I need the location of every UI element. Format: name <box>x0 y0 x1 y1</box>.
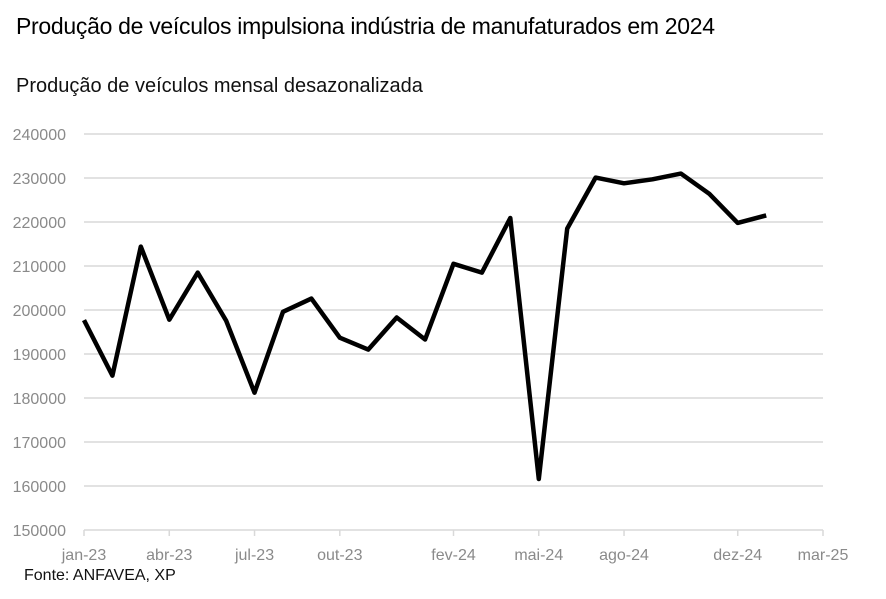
gridlines <box>84 133 823 531</box>
data-point <box>565 226 570 231</box>
series-line <box>81 171 767 482</box>
data-point <box>650 177 655 182</box>
data-point <box>593 175 598 180</box>
data-point <box>110 373 115 378</box>
data-point <box>508 216 513 221</box>
x-tick-label: dez-24 <box>713 547 762 564</box>
data-point <box>678 171 683 176</box>
x-tick-label: mar-25 <box>798 547 849 564</box>
data-point <box>138 244 143 249</box>
data-point <box>167 317 172 322</box>
series-layer <box>81 171 769 482</box>
chart-subtitle: Produção de veículos mensal desazonaliza… <box>16 75 423 97</box>
x-tick-label: mai-24 <box>514 547 563 564</box>
data-point <box>423 337 428 342</box>
y-tick-label: 170000 <box>13 435 66 452</box>
data-point <box>309 296 314 301</box>
data-point <box>707 191 712 196</box>
source-note: Fonte: ANFAVEA, XP <box>24 567 176 584</box>
data-point <box>764 213 769 218</box>
data-point <box>451 261 456 266</box>
data-point <box>82 318 87 323</box>
y-tick-label: 220000 <box>13 215 66 232</box>
data-point <box>394 315 399 320</box>
chart-title: Produção de veículos impulsiona indústri… <box>16 13 715 39</box>
y-tick-label: 180000 <box>13 391 66 408</box>
x-tick-label: out-23 <box>317 547 362 564</box>
data-point <box>195 270 200 275</box>
y-tick-label: 200000 <box>13 303 66 320</box>
data-point <box>281 309 286 314</box>
y-tick-label: 190000 <box>13 347 66 364</box>
axes: 150000 160000 170000 180000 190000 200000 2100… <box>13 127 849 564</box>
y-tick-label: 150000 <box>13 523 66 540</box>
y-tick-label: 230000 <box>13 171 66 188</box>
data-point <box>224 318 229 323</box>
data-point <box>622 181 627 186</box>
x-tick-label: fev-24 <box>431 547 476 564</box>
y-tick-label: 160000 <box>13 479 66 496</box>
x-tick-label: abr-23 <box>146 547 192 564</box>
data-point <box>536 477 541 482</box>
x-tick-label: jul-23 <box>234 547 274 564</box>
data-point <box>252 390 257 395</box>
data-point <box>479 270 484 275</box>
data-point <box>337 335 342 340</box>
data-point <box>366 347 371 352</box>
y-tick-label: 210000 <box>13 259 66 276</box>
x-tick-label: jan-23 <box>61 547 107 564</box>
y-tick-label: 240000 <box>13 127 66 144</box>
data-point <box>735 220 740 225</box>
x-tick-label: ago-24 <box>599 547 649 564</box>
